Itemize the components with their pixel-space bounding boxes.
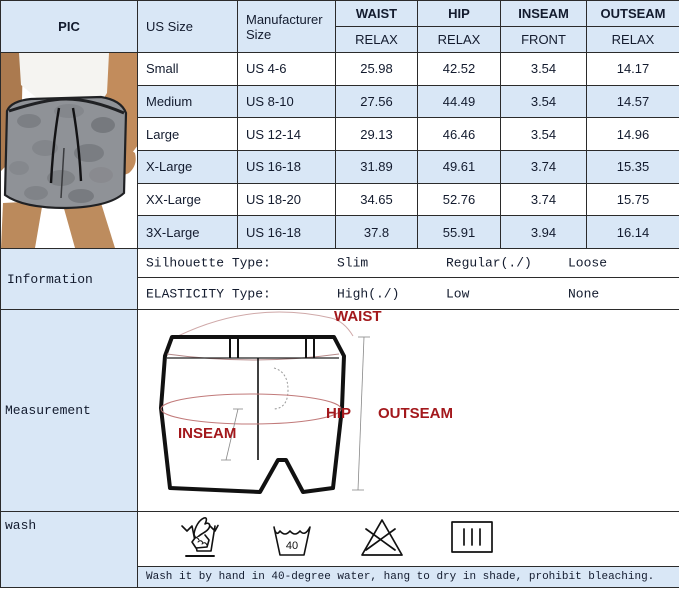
svg-text:HIP: HIP	[326, 405, 351, 422]
svg-text:INSEAM: INSEAM	[178, 425, 236, 442]
svg-text:WAIST: WAIST	[334, 310, 382, 325]
svg-text:OUTSEAM: OUTSEAM	[378, 405, 453, 422]
svg-text:40: 40	[286, 540, 298, 552]
